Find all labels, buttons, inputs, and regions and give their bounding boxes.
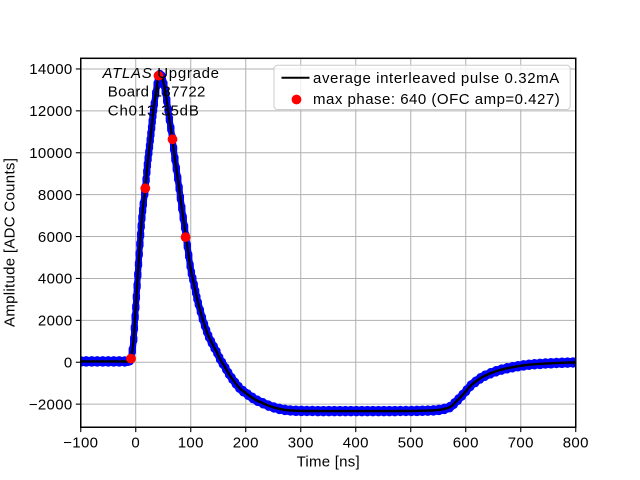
svg-text:4000: 4000 bbox=[38, 271, 73, 288]
svg-text:12000: 12000 bbox=[29, 103, 72, 120]
svg-text:0: 0 bbox=[64, 354, 73, 371]
svg-text:400: 400 bbox=[343, 434, 369, 451]
svg-text:600: 600 bbox=[453, 434, 479, 451]
svg-text:2000: 2000 bbox=[38, 313, 73, 330]
svg-text:200: 200 bbox=[233, 434, 259, 451]
svg-text:Board 187722: Board 187722 bbox=[108, 84, 206, 101]
svg-text:8000: 8000 bbox=[38, 187, 73, 204]
svg-text:14000: 14000 bbox=[29, 61, 72, 78]
svg-text:800: 800 bbox=[563, 434, 589, 451]
svg-text:−100: −100 bbox=[63, 434, 98, 451]
svg-text:−2000: −2000 bbox=[29, 396, 73, 413]
svg-text:500: 500 bbox=[398, 434, 424, 451]
svg-text:300: 300 bbox=[288, 434, 314, 451]
svg-text:700: 700 bbox=[508, 434, 534, 451]
svg-text:Ch013 35dB: Ch013 35dB bbox=[108, 102, 200, 119]
svg-text:max phase: 640 (OFC amp=0.427): max phase: 640 (OFC amp=0.427) bbox=[313, 91, 560, 108]
svg-text:0: 0 bbox=[131, 434, 140, 451]
svg-text:ATLAS Upgrade: ATLAS Upgrade bbox=[102, 65, 220, 82]
svg-text:10000: 10000 bbox=[29, 145, 72, 162]
svg-text:Time [ns]: Time [ns] bbox=[297, 454, 360, 471]
svg-text:average interleaved pulse 0.32: average interleaved pulse 0.32mA bbox=[313, 70, 560, 87]
svg-text:Amplitude [ADC Counts]: Amplitude [ADC Counts] bbox=[1, 158, 18, 327]
svg-text:6000: 6000 bbox=[38, 229, 73, 246]
svg-text:100: 100 bbox=[178, 434, 204, 451]
